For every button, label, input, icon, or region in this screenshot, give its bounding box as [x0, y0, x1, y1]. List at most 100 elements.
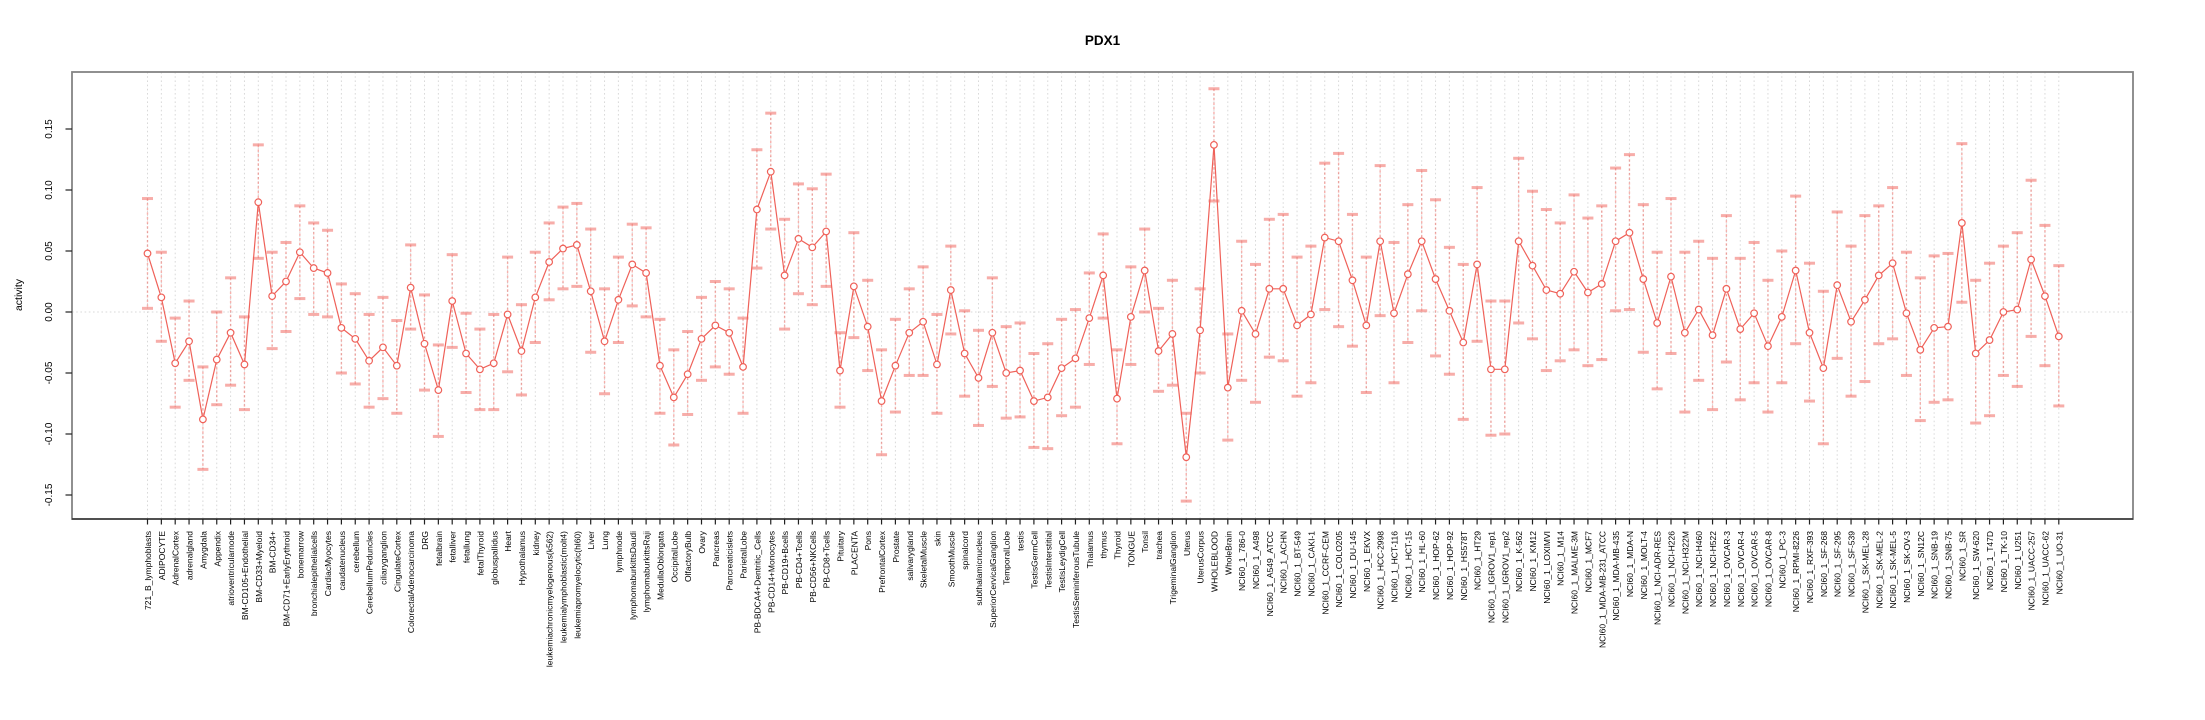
data-point: [545, 258, 554, 266]
data-point: [240, 360, 249, 369]
x-tick-label: 721_B_lymphoblasts: [143, 531, 153, 610]
x-tick-label: NCI60_1_MDA-N: [1625, 531, 1635, 597]
x-tick-label: spinalcord: [960, 531, 970, 570]
y-tick-label: -0.15: [44, 483, 55, 506]
x-tick-label: Ovary: [697, 530, 707, 553]
x-tick-label: leukemialymphoblastic(molt4): [559, 531, 569, 643]
data-point: [351, 334, 360, 343]
error-bars: [142, 87, 2065, 503]
x-tick-label: Liver: [586, 531, 596, 550]
data-point: [1944, 322, 1952, 331]
data-point: [379, 343, 387, 352]
data-point: [448, 297, 457, 305]
x-tick-label: NCI60_1_PC-3: [1777, 531, 1787, 589]
data-point: [739, 363, 747, 371]
x-tick-label: subthalamicnucleus: [974, 531, 984, 606]
data-point: [1251, 330, 1260, 338]
chart-title: PDX1: [1084, 33, 1121, 48]
data-point: [268, 292, 277, 301]
x-tick-label: SkeletalMuscle: [919, 531, 929, 588]
x-tick-label: SuperiorCervicalGanglion: [988, 531, 998, 628]
data-point: [1874, 271, 1883, 280]
data-point: [753, 205, 761, 214]
data-point: [988, 328, 997, 337]
data-point: [600, 337, 609, 346]
x-tick-label: NCI60_1_UACC-62: [2040, 531, 2050, 606]
data-point: [1043, 393, 1052, 402]
x-tick-label: BM-CD105+Endothelial: [240, 531, 250, 620]
data-point: [1805, 328, 1814, 337]
x-tick-label: CardiacMyocytes: [323, 531, 333, 596]
data-point: [1999, 308, 2008, 316]
x-tick-label: PrefrontalCortex: [877, 530, 887, 593]
data-point: [1750, 309, 1758, 318]
data-point: [1722, 284, 1731, 293]
data-point: [309, 264, 318, 272]
data-point: [517, 347, 526, 355]
x-tick-label: NCI60_1_HL-60: [1417, 531, 1427, 593]
x-tick-label: leukemiapromyelocytic(hl60): [572, 531, 582, 639]
x-tick-label: TemporalLobe: [1002, 531, 1012, 585]
x-tick-label: skin: [932, 531, 942, 546]
data-point: [282, 277, 290, 286]
x-axis: 721_B_lymphoblasts ADIPOCYTE AdrenalCortex…: [143, 519, 2064, 667]
x-tick-label: fetallung: [462, 531, 472, 563]
x-tick-label: adrenalgland: [185, 531, 195, 580]
x-tick-label: NCI60_1_SNB-75: [1944, 531, 1954, 599]
data-point: [1459, 338, 1468, 347]
x-tick-label: NCI60_1_ACHN: [1279, 531, 1289, 593]
x-tick-label: NCI60_1_IGROV1_rep1: [1486, 531, 1496, 623]
data-point: [1833, 281, 1842, 290]
data-point: [1057, 364, 1066, 373]
x-tick-label: NCI60_1_T47D: [1985, 531, 1995, 590]
data-point: [1126, 312, 1135, 321]
data-point: [822, 227, 831, 236]
x-tick-label: NCI60_1_OVCAR-5: [1750, 531, 1760, 607]
data-point: [185, 337, 193, 346]
x-tick-label: NCI60_1_SF-539: [1847, 531, 1857, 597]
data-point: [1556, 289, 1565, 298]
data-point: [1113, 394, 1121, 403]
data-point: [171, 359, 180, 368]
x-tick-label: WHOLEBLOOD: [1209, 531, 1219, 592]
data-point: [503, 310, 512, 319]
x-tick-label: NCI60_1_MOLT-4: [1639, 531, 1649, 600]
x-tick-label: NCI60_1_LOXIMVI: [1542, 531, 1552, 604]
x-tick-label: NCI60_1_EKVX: [1362, 531, 1372, 592]
data-point: [1237, 306, 1246, 315]
x-tick-label: TrigeminalGanglion: [1168, 531, 1178, 605]
x-tick-label: NCI60_1_OVCAR-8: [1763, 531, 1773, 607]
data-point: [877, 397, 886, 405]
data-point: [794, 234, 803, 243]
data-point: [849, 282, 858, 291]
data-point: [1611, 237, 1620, 246]
data-point: [808, 243, 817, 252]
x-tick-label: PB-CD14+Monocytes: [766, 531, 776, 613]
x-tick-label: NCI60_1_OVCAR-3: [1722, 531, 1732, 607]
data-point: [337, 323, 346, 332]
x-tick-label: PB-CD19+Bcells: [780, 531, 790, 595]
x-tick-label: ADIPOCYTE: [157, 531, 167, 580]
data-point: [531, 293, 540, 302]
x-tick-label: NCI60_1_NCI-ADR-RES: [1653, 531, 1663, 625]
data-point: [406, 283, 415, 292]
data-point: [697, 334, 706, 343]
x-tick-label: NCI60_1_SNB-19: [1930, 531, 1940, 599]
data-point: [1764, 342, 1772, 351]
data-point: [1431, 275, 1440, 283]
x-tick-label: NCI60_1_HT29: [1473, 531, 1483, 590]
x-tick-label: NCI60_1_HCT-15: [1403, 531, 1413, 599]
x-tick-label: NCI60_1_HCC-2998: [1376, 531, 1386, 610]
data-point: [1279, 284, 1288, 293]
data-point: [1196, 326, 1204, 335]
data-point: [586, 287, 595, 296]
data-point: [1210, 140, 1218, 149]
x-tick-label: NCI60_1_A549_ATCC: [1265, 531, 1275, 616]
data-point: [476, 365, 484, 374]
data-point: [836, 366, 844, 375]
y-axis: 0.15 0.10 0.05 0.00 -0.05 -0.10 -0.15: [44, 119, 72, 506]
x-tick-label: NCI60_1_UACC-257: [2027, 531, 2037, 611]
data-point: [1583, 288, 1592, 297]
x-tick-label: PB-BDCA4+Dentritic_Cells: [752, 531, 762, 633]
data-point: [1071, 354, 1080, 363]
